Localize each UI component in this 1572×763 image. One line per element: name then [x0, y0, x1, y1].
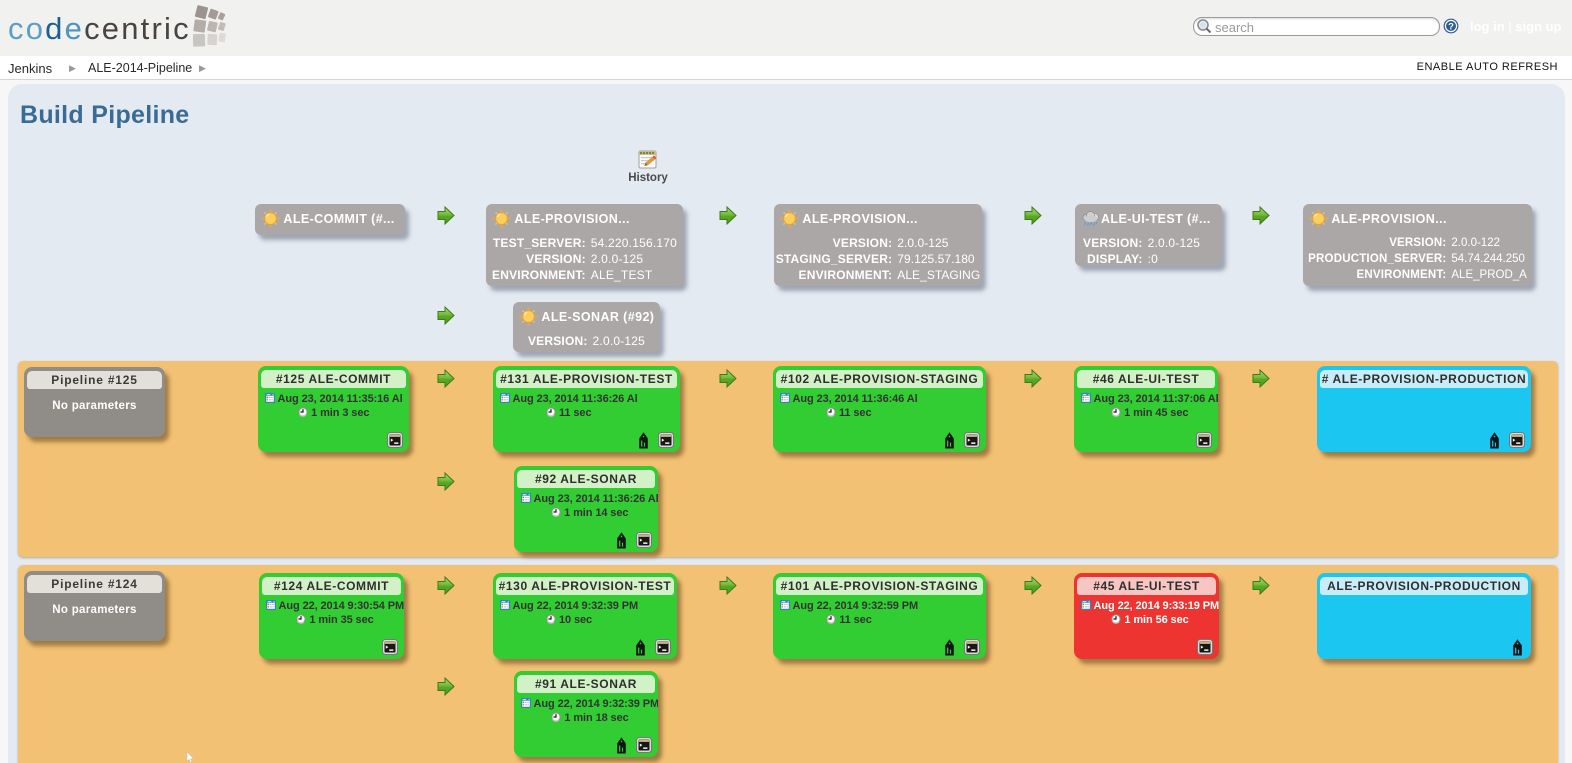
svg-text:?: ?: [1448, 22, 1454, 33]
